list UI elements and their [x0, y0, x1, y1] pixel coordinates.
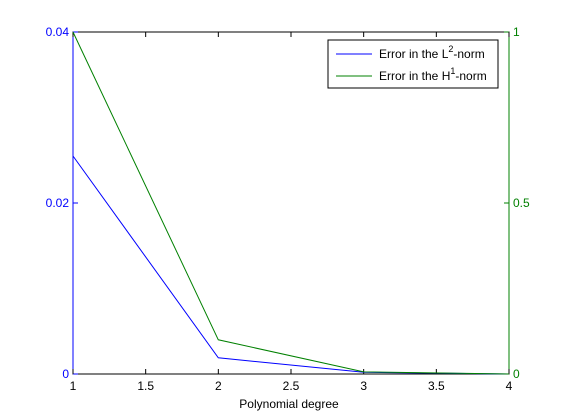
right-y-tick-label: 0.5 — [513, 196, 530, 210]
legend: Error in the L2-norm Error in the H1-nor… — [327, 39, 499, 89]
left-y-tick-label: 0 — [62, 367, 69, 381]
x-tick-label: 2 — [215, 379, 222, 393]
right-y-tick-label: 0 — [513, 367, 520, 381]
right-y-axis: 00.51 — [504, 25, 530, 381]
left-y-axis: 0 0.02 0.04 — [46, 25, 78, 381]
x-tick-label: 3.5 — [428, 379, 445, 393]
legend-label-h1: Error in the H1-norm — [379, 66, 487, 83]
series-line-h1-error — [72, 31, 510, 375]
x-tick-label: 1 — [70, 379, 77, 393]
x-axis: 1 1.5 2 2.5 3 3.5 4 — [70, 32, 513, 393]
series-layer — [72, 31, 510, 375]
plot-area — [72, 31, 510, 375]
x-tick-label: 4 — [506, 379, 513, 393]
x-axis-label: Polynomial degree — [239, 397, 339, 411]
legend-label-l2: Error in the L2-norm — [379, 44, 485, 61]
left-y-tick-label: 0.02 — [46, 196, 70, 210]
legend-box — [327, 39, 499, 89]
right-y-tick-label: 1 — [513, 25, 520, 39]
x-tick-label: 3 — [360, 379, 367, 393]
x-tick-label: 2.5 — [283, 379, 300, 393]
x-tick-label: 1.5 — [137, 379, 154, 393]
left-y-tick-label: 0.04 — [46, 25, 70, 39]
